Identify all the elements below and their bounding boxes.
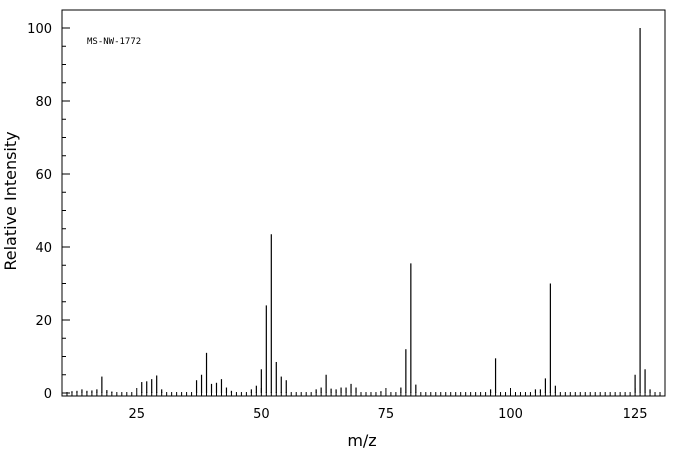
peaks — [71, 28, 651, 393]
y-tick-label: 20 — [35, 314, 52, 329]
x-tick-label: 25 — [128, 407, 145, 422]
x-axis-label: m/z — [347, 431, 376, 450]
y-axis: 0 20 40 60 80 100 — [27, 22, 70, 402]
spectrum-id-label: MS-NW-1772 — [87, 37, 141, 47]
plot-frame — [61, 9, 666, 397]
x-tick-label: 50 — [253, 407, 270, 422]
y-tick-label: 60 — [35, 168, 52, 183]
y-tick-label: 100 — [27, 22, 52, 37]
x-tick-label: 125 — [623, 407, 648, 422]
x-tick-label: 75 — [378, 407, 395, 422]
x-tick-label: 100 — [498, 407, 523, 422]
y-tick-label: 40 — [35, 241, 52, 256]
x-axis: 25 50 75 100 125 — [61, 388, 666, 422]
y-tick-label: 80 — [35, 95, 52, 110]
y-axis-label: Relative Intensity — [1, 131, 20, 270]
y-tick-label: 0 — [44, 387, 52, 402]
